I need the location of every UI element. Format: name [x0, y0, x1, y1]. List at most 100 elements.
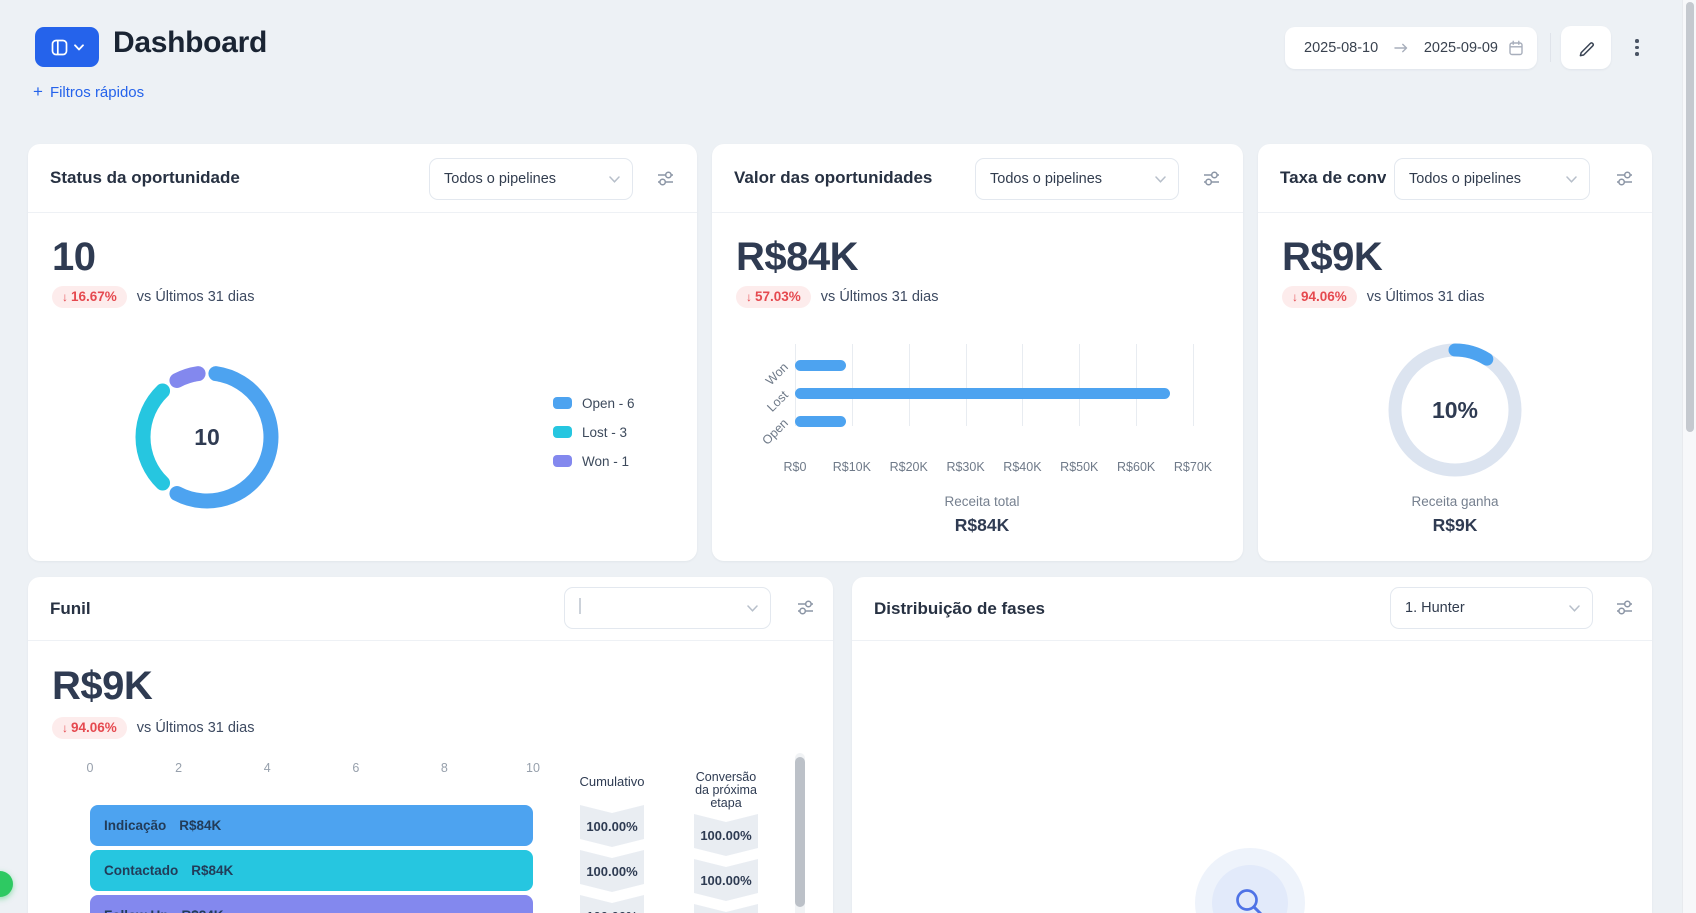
- axis-tick-label: R$10K: [832, 460, 871, 474]
- pipeline-filter-select[interactable]: Todos o pipelines: [1394, 158, 1590, 200]
- delta-badge: 94.06%: [1282, 286, 1357, 308]
- pipeline-filter-select[interactable]: [564, 587, 771, 629]
- dashboard-switcher-button[interactable]: [35, 27, 99, 67]
- pipeline-filter-value: 1. Hunter: [1405, 600, 1465, 616]
- gridline: [795, 344, 796, 426]
- status-donut-chart: [135, 366, 279, 509]
- legend-swatch: [553, 455, 572, 467]
- comparison-label: vs Últimos 31 dias: [820, 289, 939, 305]
- axis-category-label: Open: [759, 416, 791, 448]
- sliders-icon[interactable]: [1202, 169, 1221, 188]
- chart-footer: Receita total R$84K: [872, 494, 1092, 536]
- metric-value: R$9K: [1282, 235, 1383, 279]
- date-end[interactable]: 2025-09-09: [1423, 40, 1498, 56]
- footer-label: Receita total: [944, 494, 1020, 509]
- conversion-ribbon: 100.00%: [694, 859, 758, 901]
- funnel-scrollbar-thumb[interactable]: [795, 757, 805, 907]
- text-cursor: [579, 598, 581, 614]
- divider: [852, 640, 1652, 641]
- footer-label: Receita ganha: [1411, 494, 1499, 509]
- footer-value: R$84K: [954, 515, 1010, 535]
- layout-sidebar-icon: [51, 39, 67, 55]
- gridline: [1022, 344, 1024, 426]
- metric-value: R$9K: [52, 664, 153, 708]
- pipeline-filter-value: Todos o pipelines: [990, 171, 1103, 187]
- card-status-oportunidade: Status da oportunidade Todos o pipelines…: [28, 144, 697, 561]
- gridline: [1079, 344, 1081, 426]
- bar-open: [795, 415, 847, 427]
- magnifier-icon: [1236, 889, 1262, 913]
- pipeline-filter-value: Todos o pipelines: [444, 171, 557, 187]
- axis-tick-label: 10: [526, 761, 540, 775]
- cumulative-ribbon: 100.00%: [580, 805, 644, 847]
- funnel-scrollbar[interactable]: [795, 753, 805, 913]
- pipeline-filter-select[interactable]: 1. Hunter: [1390, 587, 1593, 629]
- axis-tick-label: 0: [86, 761, 94, 775]
- calendar-icon[interactable]: [1508, 40, 1524, 56]
- metric-value: 10: [52, 235, 96, 279]
- gridline: [1193, 344, 1194, 426]
- chart-footer: Receita ganha R$9K: [1355, 494, 1555, 536]
- delta-badge: 57.03%: [736, 286, 811, 308]
- card-title: Status da oportunidade: [50, 168, 240, 187]
- arrow-down-icon: [746, 289, 752, 304]
- funnel-stage-bar: Indicação R$84K: [90, 805, 533, 846]
- delta-row: 94.06% vs Últimos 31 dias: [52, 716, 254, 740]
- edit-dashboard-button[interactable]: [1561, 26, 1611, 69]
- column-header-cumulative: Cumulativo: [579, 774, 645, 789]
- comparison-label: vs Últimos 31 dias: [136, 289, 255, 305]
- donut-slice-lost: [135, 383, 171, 491]
- page-scrollbar[interactable]: [1682, 0, 1696, 913]
- column-header-next-conversion: Conversão da próxima etapa: [695, 770, 757, 810]
- gridline: [1136, 344, 1138, 426]
- sliders-icon[interactable]: [1615, 169, 1634, 188]
- chevron-down-icon: [1566, 175, 1577, 183]
- more-options-button[interactable]: [1623, 26, 1651, 69]
- conversion-ribbon: 100.00%: [694, 904, 758, 913]
- conversion-gauge-chart: [1388, 343, 1522, 477]
- delta-badge: 16.67%: [52, 286, 127, 308]
- arrow-down-icon: [1292, 289, 1298, 304]
- page-scrollbar-thumb[interactable]: [1686, 2, 1694, 432]
- arrow-right-icon: [1388, 43, 1414, 53]
- sliders-icon[interactable]: [656, 169, 675, 188]
- revenue-bar-chart: R$0 R$10K R$20K R$30K R$40K R$50K R$60K R$70K Wo…: [759, 344, 1212, 474]
- axis-tick-label: R$70K: [1173, 460, 1213, 474]
- quick-filters-label: Filtros rápidos: [49, 83, 145, 101]
- sliders-icon[interactable]: [796, 598, 815, 617]
- divider: [1258, 212, 1652, 213]
- pipeline-filter-select[interactable]: Todos o pipelines: [429, 158, 633, 200]
- legend-item: Won - 1: [553, 448, 635, 474]
- chat-widget-button[interactable]: [0, 871, 13, 897]
- chevron-down-icon: [1569, 604, 1580, 612]
- gauge-center-label: 10%: [1431, 396, 1479, 423]
- conversion-ribbon: 100.00%: [694, 814, 758, 856]
- funnel-stage-label: Indicação: [104, 818, 167, 833]
- funnel-stage-value: R$84K: [191, 863, 234, 878]
- legend-swatch: [553, 426, 572, 438]
- sliders-icon[interactable]: [1615, 598, 1634, 617]
- pipeline-filter-select[interactable]: Todos o pipelines: [975, 158, 1179, 200]
- cumulative-ribbon: 100.00%: [580, 850, 644, 892]
- axis-tick-label: 8: [440, 761, 448, 775]
- legend-label: Won - 1: [582, 453, 630, 469]
- legend-label: Open - 6: [582, 395, 635, 411]
- date-start[interactable]: 2025-08-10: [1304, 40, 1379, 56]
- gridline: [965, 344, 967, 426]
- card-distribuicao-fases: Distribuição de fases 1. Hunter: [852, 577, 1652, 913]
- delta-row: 57.03% vs Últimos 31 dias: [736, 285, 938, 309]
- kebab-menu-icon: [1635, 39, 1639, 43]
- quick-filters-button[interactable]: Filtros rápidos: [33, 83, 144, 101]
- axis-tick-label: R$0: [783, 460, 807, 474]
- date-range-picker[interactable]: 2025-08-10 2025-09-09: [1285, 27, 1537, 69]
- chart-legend: Open - 6 Lost - 3 Won - 1: [553, 390, 635, 477]
- gauge-arc: [1448, 343, 1494, 366]
- funnel-stage-bar: Contactado R$84K: [90, 850, 533, 891]
- chevron-down-icon: [747, 604, 758, 612]
- chevron-down-icon: [73, 43, 84, 50]
- axis-tick-label: 2: [175, 761, 183, 775]
- card-title: Valor das oportunidades: [734, 168, 933, 187]
- comparison-label: vs Últimos 31 dias: [1366, 289, 1485, 305]
- divider: [28, 640, 833, 641]
- funnel-stage-value: R$84K: [182, 908, 224, 913]
